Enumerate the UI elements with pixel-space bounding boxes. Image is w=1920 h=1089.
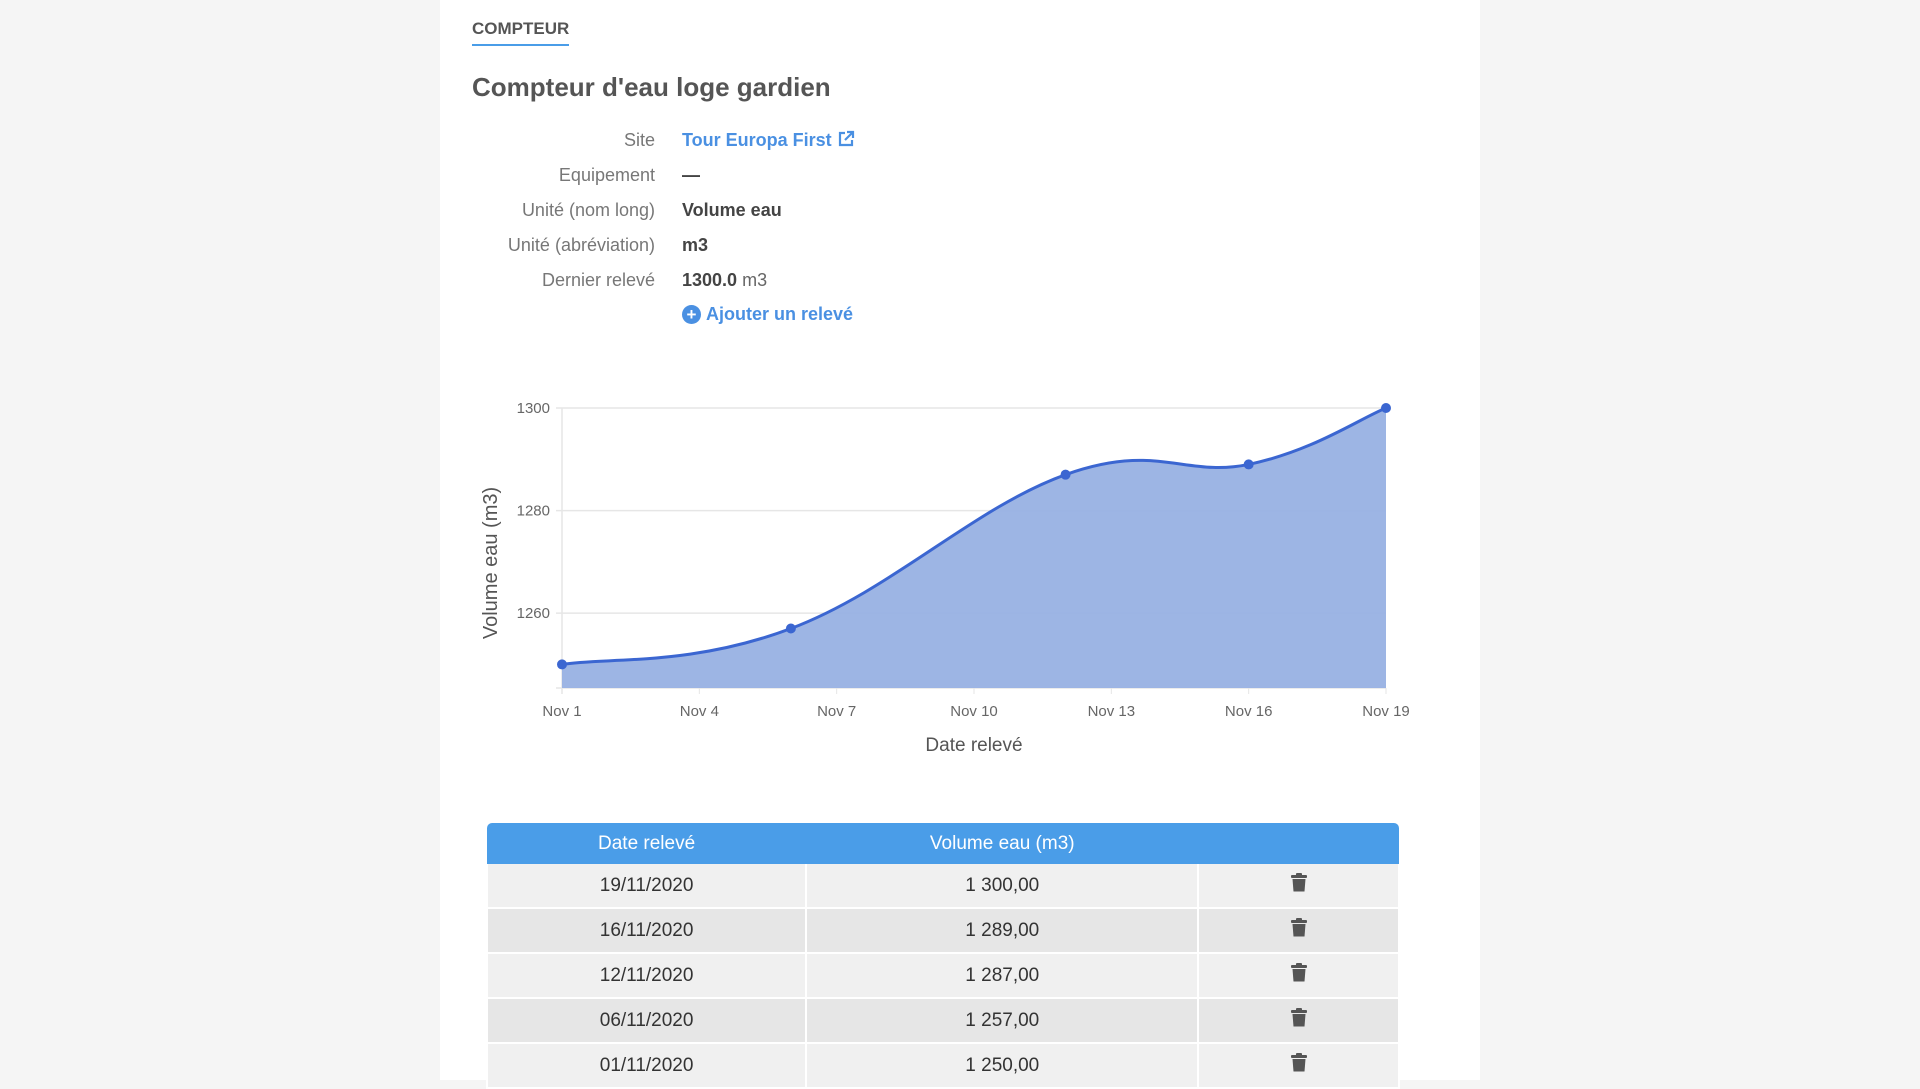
x-tick-label: Nov 7: [817, 703, 856, 720]
dernier-label: Dernier relevé: [541, 270, 655, 290]
unite-long-label: Unité (nom long): [521, 200, 655, 220]
plus-circle-icon: +: [682, 305, 701, 324]
y-tick-label: 1300: [517, 400, 550, 417]
table-row: 12/11/2020 1 287,00: [485, 953, 1400, 999]
row-date: 12/11/2020: [485, 953, 808, 999]
header-actions: [1198, 823, 1399, 864]
site-link[interactable]: Tour Europa First: [682, 130, 855, 150]
row-date: 19/11/2020: [485, 864, 808, 909]
site-label: Site: [623, 130, 655, 150]
x-tick-label: Nov 16: [1225, 703, 1273, 720]
header-date: Date relevé: [487, 823, 807, 864]
detail-site: Site Tour Europa First: [440, 130, 1140, 160]
add-releve-button[interactable]: + Ajouter un relevé: [682, 304, 853, 325]
equipement-label: Equipement: [558, 165, 655, 185]
row-date: 06/11/2020: [485, 998, 808, 1044]
delete-trash-icon[interactable]: [1290, 1053, 1307, 1078]
table-row: 01/11/2020 1 250,00: [485, 1043, 1400, 1089]
row-volume: 1 257,00: [805, 998, 1200, 1044]
delete-trash-icon[interactable]: [1290, 918, 1307, 943]
delete-trash-icon[interactable]: [1290, 873, 1307, 898]
data-point: [785, 623, 796, 634]
x-tick-label: Nov 4: [680, 703, 719, 720]
dernier-unit: m3: [742, 270, 768, 290]
x-axis-title: Date relevé: [925, 735, 1022, 756]
equipement-value: —: [682, 165, 700, 185]
external-link-icon: [838, 130, 854, 147]
y-tick-label: 1260: [517, 605, 550, 622]
releves-table: Date relevé Volume eau (m3) 19/11/2020 1…: [485, 823, 1400, 1089]
row-date: 16/11/2020: [485, 908, 808, 954]
site-link-text: Tour Europa First: [682, 130, 832, 150]
x-tick-label: Nov 1: [542, 703, 581, 720]
delete-trash-icon[interactable]: [1290, 963, 1307, 988]
data-point: [557, 659, 567, 670]
data-point: [1381, 403, 1391, 413]
page-title: Compteur d'eau loge gardien: [472, 72, 831, 102]
unite-long-value: Volume eau: [682, 200, 782, 220]
row-volume: 1 287,00: [805, 953, 1200, 999]
row-date: 01/11/2020: [485, 1043, 808, 1089]
tab-compteur[interactable]: COMPTEUR: [472, 19, 570, 46]
table-row: 06/11/2020 1 257,00: [485, 998, 1400, 1044]
unite-abbr-label: Unité (abréviation): [507, 235, 655, 255]
unite-abbr-value: m3: [682, 235, 709, 255]
x-tick-label: Nov 13: [1088, 703, 1136, 720]
row-volume: 1 289,00: [805, 908, 1200, 954]
table-row: 19/11/2020 1 300,00: [485, 864, 1400, 909]
row-volume: 1 300,00: [805, 864, 1200, 909]
x-tick-label: Nov 10: [950, 703, 998, 720]
add-row: + Ajouter un relevé: [440, 304, 1140, 334]
delete-trash-icon[interactable]: [1290, 1008, 1307, 1033]
data-point: [1060, 469, 1071, 480]
y-tick-label: 1280: [517, 503, 550, 520]
detail-unite-abbr: Unité (abréviation) m3: [440, 235, 1140, 265]
volume-chart: 1260 1280 1300 Nov 1 Nov 4 Nov 7 Nov 10 Nov 13 N…: [480, 400, 1410, 756]
data-point: [1243, 459, 1254, 470]
dernier-value: 1300.0: [682, 270, 738, 290]
area-fill: [562, 408, 1386, 688]
series-line: [561, 406, 1387, 666]
detail-equipement: Equipement —: [440, 165, 1140, 195]
detail-dernier-releve: Dernier relevé 1300.0 m3: [440, 270, 1140, 300]
add-releve-label: Ajouter un relevé: [706, 304, 854, 324]
row-volume: 1 250,00: [805, 1043, 1200, 1089]
y-axis-title: Volume eau (m3): [480, 487, 502, 639]
table-row: 16/11/2020 1 289,00: [485, 908, 1400, 954]
header-volume: Volume eau (m3): [806, 823, 1199, 864]
x-tick-label: Nov 19: [1362, 703, 1410, 720]
detail-unite-long: Unité (nom long) Volume eau: [440, 200, 1140, 230]
